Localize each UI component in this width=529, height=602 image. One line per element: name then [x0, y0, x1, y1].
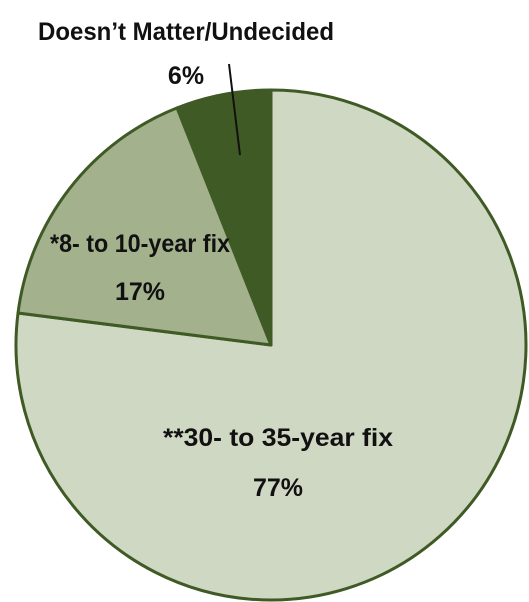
- callout-line: [228, 63, 241, 156]
- slice-undecided: [175, 88, 273, 347]
- slice-8-10-year: [16, 106, 273, 347]
- slice-value-30-35-year: 77%: [253, 474, 303, 502]
- slice-label-8-10-year: *8- to 10-year fix: [50, 230, 230, 258]
- slice-value-8-10-year: 17%: [115, 278, 165, 306]
- slice-value-undecided: 6%: [168, 62, 204, 90]
- slice-label-undecided: Doesn’t Matter/Undecided: [38, 18, 334, 46]
- slice-label-30-35-year: **30- to 35-year fix: [163, 424, 393, 452]
